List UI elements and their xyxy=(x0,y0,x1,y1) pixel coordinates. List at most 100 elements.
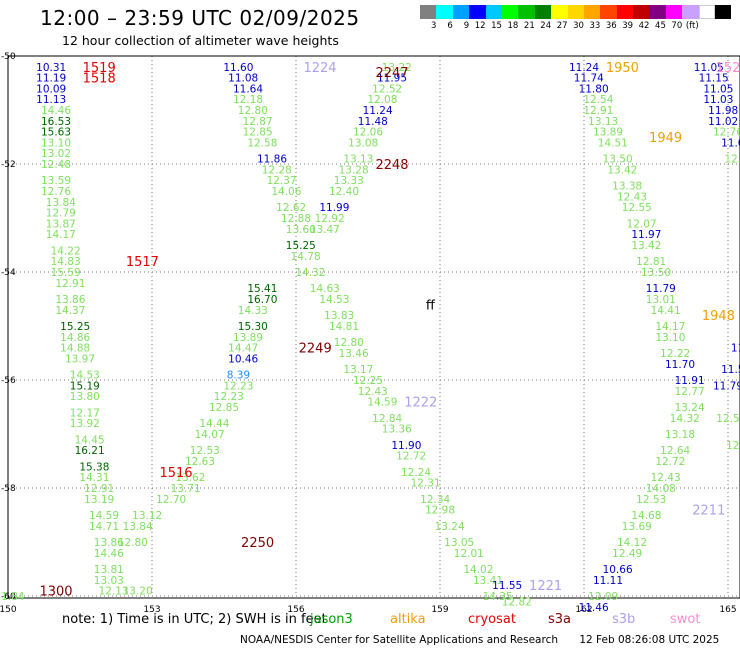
wave-height-value: 12.84 xyxy=(372,413,402,425)
wave-height-value: 12.49 xyxy=(612,548,642,560)
wave-height-value: 13.36 xyxy=(382,424,412,436)
wave-height-value: 14.78 xyxy=(291,251,321,263)
color-swatch xyxy=(469,5,486,19)
wave-height-value: 13.08 xyxy=(348,137,378,149)
wave-height-value: 14.33 xyxy=(238,305,268,317)
wave-height-value: 11.55 xyxy=(492,580,522,592)
latitude-label: -54 xyxy=(1,268,16,278)
wave-height-value: 12.55 xyxy=(622,202,652,214)
legend-note: note: 1) Time is in UTC; 2) SWH is in fe… xyxy=(62,612,327,627)
wave-height-value: 13.60 xyxy=(286,224,316,236)
color-scale-ticks: 3 6 9 12 15 18 21 24 27 30 33 36 39 42 45 70 (ft) xyxy=(420,21,699,31)
wave-height-value: 13.84 xyxy=(46,197,76,209)
wave-height-value: 12.64 xyxy=(660,445,690,457)
track-time-label: 152 xyxy=(716,61,740,76)
wave-height-value: 13.71 xyxy=(171,483,201,495)
wave-height-value: 12.23 xyxy=(223,380,253,392)
wave-height-value: 12.91 xyxy=(55,278,85,290)
track-time-label: 2250 xyxy=(241,536,274,551)
color-scale-tick: 30 xyxy=(573,21,584,31)
wave-height-value: 14.17 xyxy=(655,321,685,333)
footer-agency: NOAA/NESDIS Center for Satellite Applica… xyxy=(240,634,558,646)
wave-height-value: 13.89 xyxy=(233,332,263,344)
legend: note: 1) Time is in UTC; 2) SWH is in fe… xyxy=(0,612,740,630)
wave-height-value: 13.62 xyxy=(175,472,205,484)
wave-height-value: 13.50 xyxy=(603,154,633,166)
wave-height-value: 12.87 xyxy=(243,116,273,128)
wave-height-value: 11.5 xyxy=(721,364,740,376)
wave-height-value: 14.32 xyxy=(295,267,325,279)
legend-mission-cryosat: cryosat xyxy=(468,612,516,627)
track-time-label: 1519 xyxy=(83,61,116,76)
wave-height-value: 11.90 xyxy=(391,440,421,452)
latitude-label: -60 xyxy=(1,592,16,602)
color-swatch xyxy=(698,5,716,19)
wave-height-value: 12.92 xyxy=(315,213,345,225)
wave-height-value: 11.08 xyxy=(228,73,258,85)
wave-height-value: 16.53 xyxy=(41,116,71,128)
wave-height-value: 10.66 xyxy=(603,564,633,576)
wave-height-value: 12.52 xyxy=(372,83,402,95)
wave-height-value: 12.76 xyxy=(713,127,740,139)
color-swatch xyxy=(583,5,601,19)
color-swatch xyxy=(600,5,617,19)
wave-height-value: 14.31 xyxy=(79,472,109,484)
wave-height-value: 13.80 xyxy=(70,391,100,403)
wave-height-value: 11.80 xyxy=(579,83,609,95)
wave-height-value: 14.83 xyxy=(51,256,81,268)
track-time-label: 2249 xyxy=(299,342,332,357)
color-swatch xyxy=(420,5,437,19)
wave-height-value: 11.60 xyxy=(223,62,253,74)
wave-height-value: 11.86 xyxy=(257,154,287,166)
wave-height-value: 11.13 xyxy=(36,94,66,106)
wave-height-value: 13.20 xyxy=(123,586,153,598)
wave-height-value: 12.81 xyxy=(636,256,666,268)
color-swatch xyxy=(518,5,535,19)
longitude-label: 159 xyxy=(431,605,448,615)
page-subtitle: 12 hour collection of altimeter wave hei… xyxy=(62,33,339,48)
wave-height-value: 12.37 xyxy=(267,175,297,187)
wave-height-value: 12.5 xyxy=(716,413,739,425)
wave-height-value: 14.32 xyxy=(670,413,700,425)
wave-height-value: 8.39 xyxy=(227,370,250,382)
wave-height-value: 16.21 xyxy=(75,445,105,457)
wave-height-value: 11.97 xyxy=(631,229,661,241)
color-swatch xyxy=(616,5,634,19)
color-swatch xyxy=(682,5,699,19)
color-scale-tick: 3 xyxy=(430,21,437,31)
wave-height-value: 13.10 xyxy=(655,332,685,344)
wave-height-value: 13.18 xyxy=(665,429,695,441)
wave-height-value: 12.22 xyxy=(660,348,690,360)
wave-height-value: 14.12 xyxy=(617,537,647,549)
wave-height-value: 13.42 xyxy=(607,164,637,176)
wave-height-value: 11.98 xyxy=(708,105,738,117)
wave-height-value: 14.51 xyxy=(598,137,628,149)
color-scale-bar xyxy=(420,5,732,19)
track-time-label: 1224 xyxy=(303,61,336,76)
wave-height-value: 13.86 xyxy=(55,294,85,306)
color-scale-tick: 15 xyxy=(491,21,502,31)
wave-height-value: 14.46 xyxy=(94,548,124,560)
latitude-label: -56 xyxy=(1,376,16,386)
wave-height-value: 12.72 xyxy=(396,451,426,463)
color-scale-tick: 9 xyxy=(463,21,470,31)
color-swatch xyxy=(649,5,666,19)
wave-height-value: 12.85 xyxy=(243,127,273,139)
wave-height-value: 14.22 xyxy=(51,245,81,257)
wave-height-value: 13.86 xyxy=(94,537,124,549)
track-time-label: 2247 xyxy=(375,66,408,81)
legend-mission-s3b: s3b xyxy=(612,612,636,627)
wave-height-value: 12.62 xyxy=(276,202,306,214)
wave-height-value: 12.31 xyxy=(411,478,441,490)
wave-height-value: 11.70 xyxy=(665,359,695,371)
wave-height-value: 12.80 xyxy=(334,337,364,349)
wave-height-value: 13.38 xyxy=(612,181,642,193)
wave-height-value: 1.84 xyxy=(1,591,25,603)
wave-height-value: 14.53 xyxy=(319,294,349,306)
latitude-label: -58 xyxy=(1,484,16,494)
wave-height-value: 15.59 xyxy=(51,267,81,279)
wave-height-value: 14.37 xyxy=(55,305,85,317)
wave-height-value: 14.02 xyxy=(463,564,493,576)
wave-height-value: 12.70 xyxy=(156,494,186,506)
